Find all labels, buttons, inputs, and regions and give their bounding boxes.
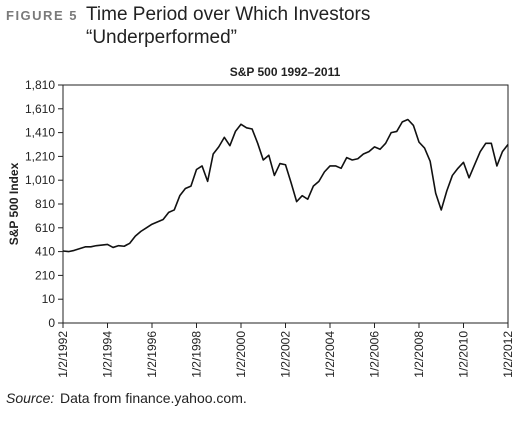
x-tick-label: 1/2/1992: [56, 331, 70, 378]
x-tick-label: 1/2/1998: [190, 331, 204, 378]
x-tick-label: 1/2/1994: [101, 331, 115, 378]
y-tick-label: 410: [35, 245, 55, 259]
source-text: Data from finance.yahoo.com.: [60, 390, 247, 406]
source-label: Source:: [6, 390, 54, 406]
y-tick-label: 610: [35, 221, 55, 235]
y-tick-label: 810: [35, 197, 55, 211]
y-tick-label: 210: [35, 268, 55, 282]
x-tick-label: 1/2/1996: [145, 331, 159, 378]
x-tick-label: 1/2/2012: [501, 331, 515, 378]
x-tick-label: 1/2/2002: [279, 331, 293, 378]
y-tick-label: 0: [48, 316, 55, 330]
y-tick-label: 1,810: [25, 78, 55, 92]
x-tick-label: 1/2/2006: [368, 331, 382, 378]
y-tick-label: 1,610: [25, 102, 55, 116]
y-tick-label: 1,210: [25, 149, 55, 163]
figure-title: “Underperformed”: [86, 27, 237, 48]
x-tick-label: 1/2/2008: [412, 331, 426, 378]
x-tick-label: 1/2/2004: [323, 331, 337, 378]
y-axis-label: S&P 500 Index: [7, 162, 21, 245]
x-tick-label: 1/2/2000: [234, 331, 248, 378]
figure-title: Time Period over Which Investors: [86, 4, 370, 25]
figure-label: FIGURE 5: [6, 8, 78, 23]
price-line: [62, 118, 509, 253]
y-tick-label: 1,010: [25, 173, 55, 187]
y-tick-label: 1,410: [25, 126, 55, 140]
x-tick-label: 1/2/2010: [457, 331, 471, 378]
y-tick-label: 10: [42, 292, 56, 306]
plot-frame: [62, 84, 509, 324]
chart-title: S&P 500 1992–2011: [230, 65, 341, 79]
